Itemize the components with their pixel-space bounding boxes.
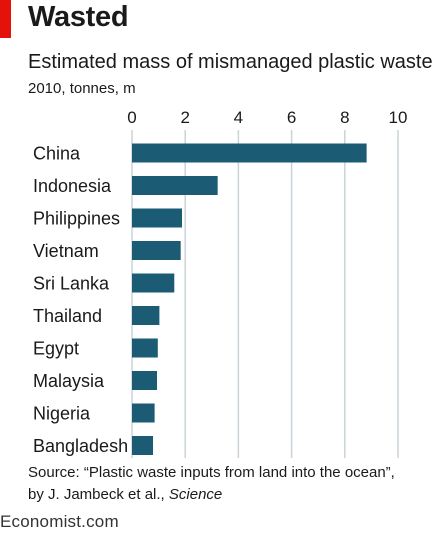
tick-label: 8	[340, 108, 349, 127]
bar-indonesia	[132, 176, 218, 195]
category-label: Malaysia	[33, 371, 105, 391]
chart-title: Wasted	[28, 1, 129, 33]
bar-chart: 0 2 4 6 8 10 China Indonesia Philippines Vietnam S…	[33, 108, 408, 458]
category-label: Indonesia	[33, 176, 112, 196]
category-label: Bangladesh	[33, 436, 128, 456]
brand-accent-tag	[0, 0, 11, 38]
tick-label: 6	[287, 108, 296, 127]
category-label: Vietnam	[33, 241, 99, 261]
category-label: Sri Lanka	[33, 274, 110, 294]
chart-subtitle: Estimated mass of mismanaged plastic was…	[28, 51, 433, 73]
source-journal: Science	[168, 486, 223, 503]
bar-china	[132, 143, 367, 163]
tick-label: 10	[389, 108, 408, 127]
source-line-2: by J. Jambeck et al., Science	[28, 484, 395, 506]
chart-units: 2010, tonnes, m	[28, 80, 136, 97]
bar-bangladesh	[132, 436, 154, 455]
source-line-1: Source: “Plastic waste inputs from land …	[28, 464, 395, 481]
bar-philippines	[132, 208, 183, 228]
brand-watermark: Economist.com	[0, 512, 119, 531]
tick-label: 4	[234, 108, 243, 127]
source-authors: by J. Jambeck et al.,	[28, 486, 169, 503]
bar-vietnam	[132, 241, 181, 260]
source-note: Source: “Plastic waste inputs from land …	[28, 462, 395, 506]
bar-nigeria	[132, 403, 155, 423]
bar-egypt	[132, 338, 158, 358]
bar-sri-lanka	[132, 273, 175, 293]
category-label: Nigeria	[33, 404, 91, 424]
category-label: Philippines	[33, 209, 120, 229]
category-label: Thailand	[33, 306, 102, 326]
bar-malaysia	[132, 371, 158, 390]
category-label: China	[33, 144, 81, 164]
bar-thailand	[132, 306, 160, 325]
category-label: Egypt	[33, 339, 79, 359]
tick-label: 0	[127, 108, 136, 127]
tick-label: 2	[180, 108, 189, 127]
